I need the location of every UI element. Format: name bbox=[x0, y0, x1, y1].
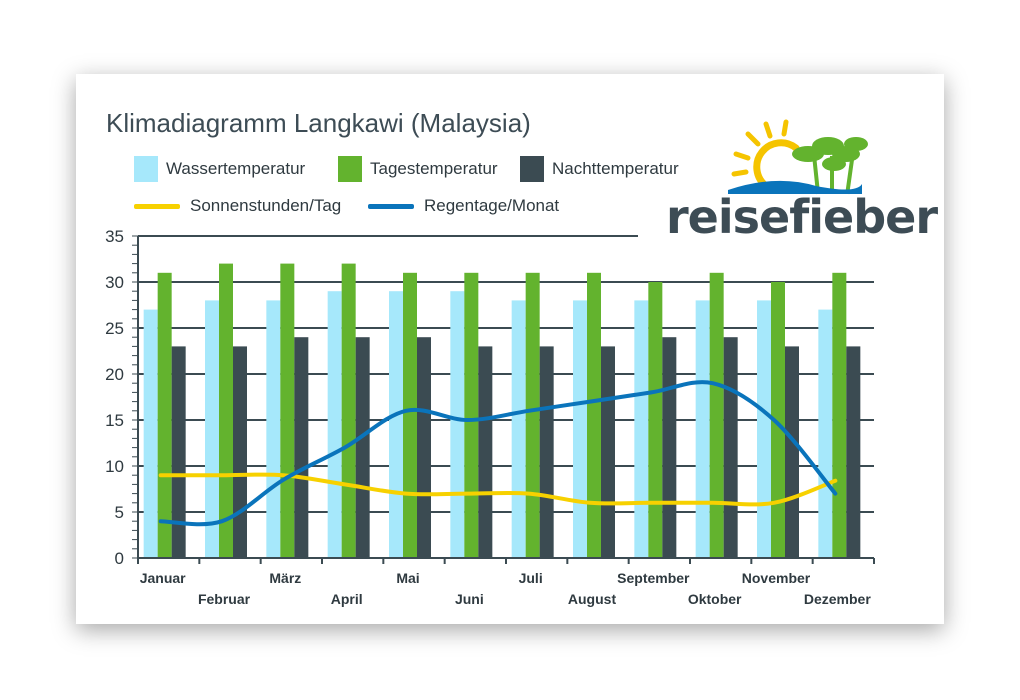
bar-tagestemperatur bbox=[341, 263, 356, 558]
bar-wassertemperatur bbox=[327, 291, 342, 558]
bar-tagestemperatur bbox=[280, 263, 295, 558]
bar-nachttemperatur bbox=[785, 346, 799, 558]
bar-nachttemperatur bbox=[601, 346, 615, 558]
x-tick-label: Mai bbox=[396, 570, 419, 586]
bar-nachttemperatur bbox=[478, 346, 493, 558]
x-tick-label: Dezember bbox=[804, 591, 871, 607]
bar-wassertemperatur bbox=[757, 300, 771, 558]
bar-wassertemperatur bbox=[818, 309, 833, 558]
bar-nachttemperatur bbox=[171, 346, 186, 558]
legend-swatch bbox=[134, 156, 158, 182]
legend-item-tagestemperatur: Tagestemperatur bbox=[338, 156, 498, 182]
line-regentage-monat bbox=[158, 380, 838, 527]
line-sonnenstunden-tag bbox=[158, 472, 838, 507]
chart-title: Klimadiagramm Langkawi (Malaysia) bbox=[106, 108, 531, 138]
bar-wassertemperatur bbox=[389, 291, 403, 558]
bar-tagestemperatur bbox=[219, 263, 233, 558]
bar-nachttemperatur bbox=[233, 346, 247, 558]
bar-tagestemperatur bbox=[157, 272, 172, 558]
y-tick-label: 15 bbox=[105, 411, 124, 430]
bar-wassertemperatur bbox=[143, 309, 158, 558]
bar-nachttemperatur bbox=[662, 337, 677, 558]
bar-wassertemperatur bbox=[634, 300, 649, 558]
bar-tagestemperatur bbox=[403, 272, 417, 558]
legend-label: Nachttemperatur bbox=[552, 159, 679, 178]
legend-label: Wassertemperatur bbox=[166, 159, 306, 178]
legend-line-swatch bbox=[368, 203, 414, 209]
legend-item-nachttemperatur: Nachttemperatur bbox=[520, 156, 679, 182]
bar-tagestemperatur bbox=[771, 282, 785, 558]
bar-tagestemperatur bbox=[648, 282, 663, 558]
bar-wassertemperatur bbox=[266, 300, 281, 558]
bar-wassertemperatur bbox=[695, 300, 710, 558]
y-tick-label: 20 bbox=[105, 365, 124, 384]
bar-nachttemperatur bbox=[294, 337, 309, 558]
bar-nachttemperatur bbox=[417, 337, 431, 558]
x-tick-label: Juni bbox=[455, 591, 484, 607]
y-tick-label: 25 bbox=[105, 319, 124, 338]
x-tick-label: April bbox=[331, 591, 363, 607]
legend-item-sonnenstunden: Sonnenstunden/Tag bbox=[134, 196, 341, 216]
legend-label: Sonnenstunden/Tag bbox=[190, 196, 342, 215]
y-tick-label: 35 bbox=[105, 227, 124, 246]
x-tick-label: Februar bbox=[198, 591, 251, 607]
bar-wassertemperatur bbox=[573, 300, 587, 558]
brand-logo-text: reisefieber bbox=[666, 190, 938, 244]
x-tick-label: November bbox=[742, 570, 811, 586]
bar-tagestemperatur bbox=[587, 272, 601, 558]
x-tick-label: September bbox=[617, 570, 690, 586]
x-tick-label: März bbox=[269, 570, 301, 586]
bar-nachttemperatur bbox=[846, 346, 861, 558]
y-tick-label: 30 bbox=[105, 273, 124, 292]
chart-plot: 0 5 10 15 20 25 30 35 Januar Februar März April Mai J… bbox=[105, 227, 875, 607]
y-tick-label: 0 bbox=[115, 549, 124, 568]
bar-nachttemperatur bbox=[355, 337, 370, 558]
bar-tagestemperatur bbox=[832, 272, 847, 558]
x-tick-label: August bbox=[568, 591, 617, 607]
x-tick-label: Juli bbox=[519, 570, 543, 586]
bar-tagestemperatur bbox=[464, 272, 479, 558]
legend-label: Regentage/Monat bbox=[424, 196, 560, 215]
legend-swatch bbox=[520, 156, 544, 182]
legend-item-regentage: Regentage/Monat bbox=[368, 196, 559, 216]
bar-nachttemperatur bbox=[723, 337, 738, 558]
x-tick-label: Januar bbox=[140, 570, 186, 586]
y-tick-label: 10 bbox=[105, 457, 124, 476]
x-tick-label: Oktober bbox=[688, 591, 742, 607]
bar-nachttemperatur bbox=[539, 346, 554, 558]
chart-card: Klimadiagramm Langkawi (Malaysia) Wasser… bbox=[76, 74, 944, 624]
legend-swatch bbox=[338, 156, 362, 182]
bar-wassertemperatur bbox=[450, 291, 465, 558]
bar-tagestemperatur bbox=[525, 272, 540, 558]
bar-tagestemperatur bbox=[709, 272, 724, 558]
legend-line-swatch bbox=[134, 203, 180, 209]
legend-item-wassertemperatur: Wassertemperatur bbox=[134, 156, 305, 182]
bar-wassertemperatur bbox=[205, 300, 219, 558]
bar-wassertemperatur bbox=[511, 300, 526, 558]
y-tick-label: 5 bbox=[115, 503, 124, 522]
legend-label: Tagestemperatur bbox=[370, 159, 498, 178]
